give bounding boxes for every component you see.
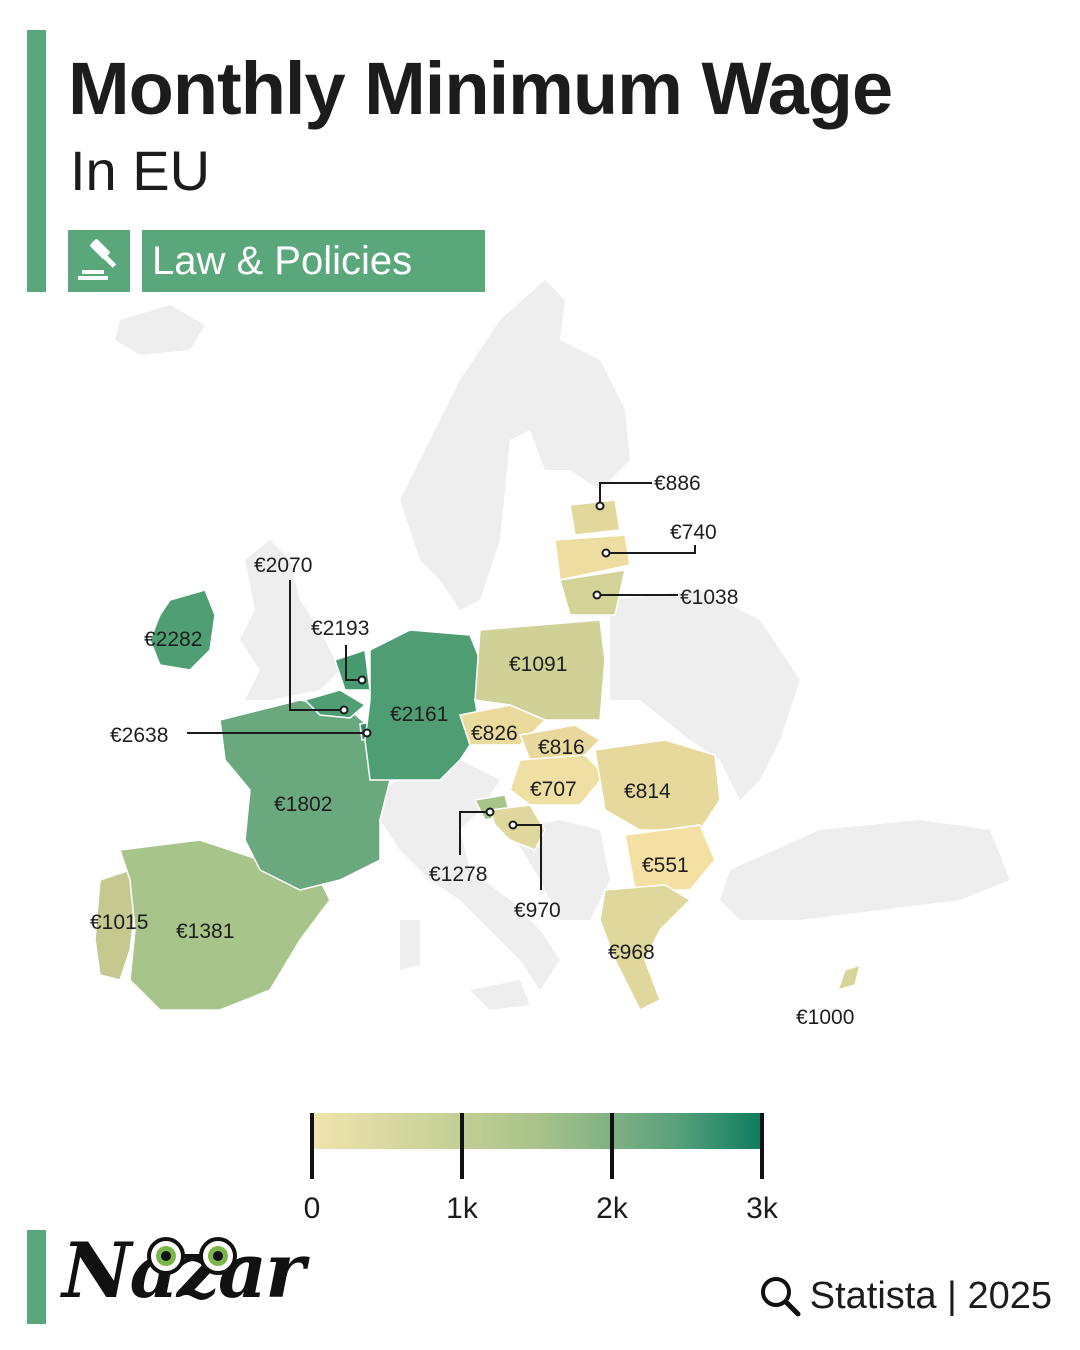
leader-belgium [289, 580, 344, 711]
eyes-logo-icon [147, 1237, 237, 1275]
country-estonia [569, 499, 621, 536]
legend-label-3k: 3k [746, 1192, 778, 1225]
label-france: €1802 [274, 793, 332, 816]
country-cyprus [836, 963, 862, 992]
region-scandinavia [400, 280, 630, 610]
label-belgium: €2070 [254, 554, 312, 577]
accent-bar [27, 30, 46, 292]
label-lithuania: €1038 [680, 586, 738, 609]
legend-label-0: 0 [303, 1192, 321, 1225]
leader-netherlands [345, 645, 362, 681]
country-bulgaria [624, 824, 716, 891]
region-italy-alps [380, 760, 560, 990]
color-scale-legend [312, 1113, 764, 1149]
country-slovakia [518, 724, 602, 761]
source-text: Statista | 2025 [809, 1274, 1052, 1317]
value-labels: €2282 €2638 €2193 €2161 €2070 €1802 €138… [90, 472, 854, 1029]
region-iceland [115, 305, 205, 355]
label-spain: €1381 [176, 920, 234, 943]
leader-latvia [606, 545, 696, 554]
label-croatia: €970 [514, 899, 561, 922]
label-romania: €814 [624, 780, 671, 803]
label-estonia: €886 [654, 472, 701, 495]
label-slovenia: €1278 [429, 863, 487, 886]
search-icon [760, 1277, 801, 1317]
leader-lines [187, 482, 696, 890]
country-greece [599, 884, 692, 1012]
legend-tick-0 [310, 1113, 314, 1179]
leader-slovenia [459, 811, 490, 855]
label-germany: €2161 [390, 703, 448, 726]
region-east [610, 590, 800, 800]
page-subtitle: In EU [70, 139, 211, 202]
region-turkey [720, 820, 1010, 920]
country-lithuania [559, 569, 626, 616]
country-latvia [554, 534, 631, 581]
label-hungary: €707 [530, 778, 577, 801]
country-hungary [509, 754, 607, 806]
legend-tick-1k [460, 1113, 464, 1179]
label-poland: €1091 [509, 653, 567, 676]
label-czechia: €826 [471, 722, 518, 745]
label-latvia: €740 [670, 521, 717, 544]
legend-label-1k: 1k [446, 1192, 478, 1225]
leader-croatia [513, 824, 542, 890]
label-portugal: €1015 [90, 911, 148, 934]
country-netherlands [334, 648, 371, 691]
country-france [219, 699, 391, 891]
label-netherlands: €2193 [311, 617, 369, 640]
page-title: Monthly Minimum Wage [68, 47, 893, 130]
country-poland [474, 619, 606, 721]
country-romania [594, 739, 721, 831]
region-sicily [470, 980, 530, 1010]
label-ireland: €2282 [144, 628, 202, 651]
gavel-icon [78, 239, 117, 280]
category-icon-box [68, 230, 130, 292]
logo-accent-bar [27, 1230, 46, 1324]
legend-tick-2k [610, 1113, 614, 1179]
country-ireland [149, 589, 216, 671]
leader-dots [339, 501, 611, 830]
label-bulgaria: €551 [642, 854, 689, 877]
europe-map: €2282 €2638 €2193 €2161 €2070 €1802 €138… [90, 280, 1010, 1029]
country-croatia [488, 804, 546, 851]
label-luxembourg: €2638 [110, 724, 168, 747]
nazar-logo: Nazar [62, 1226, 305, 1315]
region-sardinia [400, 920, 420, 970]
leader-estonia [599, 482, 652, 506]
label-slovakia: €816 [538, 736, 585, 759]
label-cyprus: €1000 [796, 1006, 854, 1029]
category-label: Law & Policies [142, 230, 485, 292]
source-credit: Statista | 2025 [758, 1274, 1052, 1318]
legend-label-2k: 2k [596, 1192, 628, 1225]
label-greece: €968 [608, 941, 655, 964]
legend-tick-3k [760, 1113, 764, 1179]
